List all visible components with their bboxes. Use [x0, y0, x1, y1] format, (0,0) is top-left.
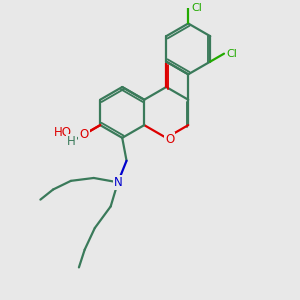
Text: HO: HO	[54, 126, 72, 139]
Text: H: H	[67, 135, 76, 148]
Text: O: O	[79, 128, 88, 141]
Text: Cl: Cl	[226, 49, 238, 59]
Text: Cl: Cl	[191, 3, 202, 13]
Text: O: O	[165, 133, 174, 146]
Text: N: N	[113, 176, 122, 189]
